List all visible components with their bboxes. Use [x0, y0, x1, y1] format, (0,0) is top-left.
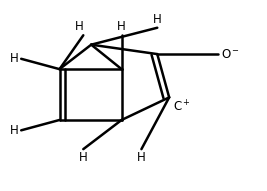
- Text: H: H: [117, 20, 126, 33]
- Text: H: H: [79, 151, 88, 164]
- Text: O$^-$: O$^-$: [221, 48, 240, 61]
- Text: H: H: [74, 20, 83, 33]
- Text: H: H: [10, 124, 19, 137]
- Text: C$^+$: C$^+$: [172, 100, 191, 115]
- Text: H: H: [153, 13, 162, 26]
- Text: H: H: [10, 52, 19, 65]
- Text: H: H: [137, 151, 146, 164]
